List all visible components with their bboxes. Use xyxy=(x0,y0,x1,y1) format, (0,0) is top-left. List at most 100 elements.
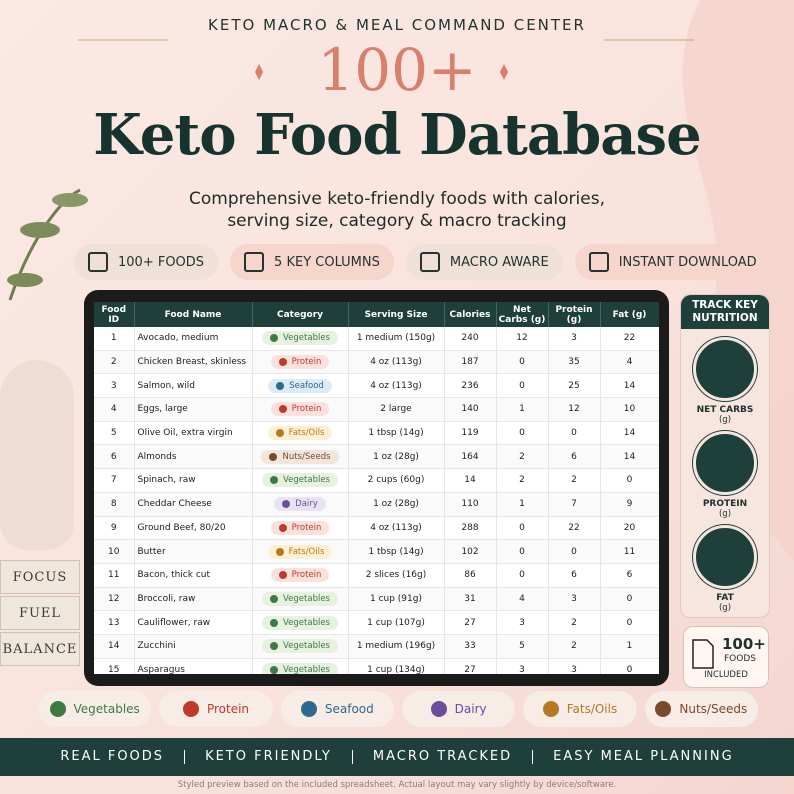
category-text: Protein xyxy=(291,522,322,533)
cell: 0 xyxy=(548,421,601,446)
cell: 3 xyxy=(496,658,549,674)
badge: INSTANT DOWNLOAD xyxy=(574,244,771,280)
cell: Fats/Oils xyxy=(252,421,349,446)
cell: 164 xyxy=(444,444,497,470)
cell: 1 cup (91g) xyxy=(348,587,445,612)
cell: 31 xyxy=(444,587,497,612)
category-pill: Vegetables xyxy=(262,331,338,346)
badge-icon xyxy=(88,252,108,272)
legend-item: Seafood xyxy=(280,691,394,727)
cell: 0 xyxy=(600,587,659,612)
category-pill: Nuts/Seeds xyxy=(261,449,339,464)
cell: 14 xyxy=(600,373,659,399)
legend-item: Vegetables xyxy=(38,691,152,727)
category-pill: Protein xyxy=(270,520,330,535)
cell: 0 xyxy=(496,421,549,446)
badge-icon xyxy=(588,252,609,272)
cell: 119 xyxy=(444,421,497,446)
category-icon xyxy=(278,571,287,580)
legend: Vegetables Protein Seafood Dairy Fats/Oils Nu… xyxy=(38,691,758,727)
category-pill: Vegetables xyxy=(262,639,338,654)
cell: 3 xyxy=(548,327,601,351)
cell: 1 cup (134g) xyxy=(348,658,445,674)
cell: Seafood xyxy=(252,373,349,399)
column-header: Food ID xyxy=(94,302,135,327)
category-pill: Fats/Oils xyxy=(267,544,333,559)
books: FOCUS FUEL BALANCE xyxy=(0,560,80,668)
column-header: Category xyxy=(252,302,349,327)
cell: 15 xyxy=(94,658,135,674)
cell: 0 xyxy=(496,373,549,399)
table-row: 1 Avocado, medium Vegetables 1 medium (150g… xyxy=(94,327,659,351)
cell: Vegetables xyxy=(252,468,349,493)
legend-icon xyxy=(49,701,66,717)
cell: Vegetables xyxy=(252,658,349,674)
table-row: 11 Bacon, thick cut Protein 2 slices (16g) 8… xyxy=(94,563,659,588)
cell: 1 tbsp (14g) xyxy=(348,539,445,564)
table-row: 12 Broccoli, raw Vegetables 1 cup (91g) 31 4 3… xyxy=(94,587,659,612)
banner-item: EASY MEAL PLANNING xyxy=(532,750,754,764)
header-row: Food ID Food Name Category Serving Size Calo… xyxy=(94,302,659,327)
cell: 187 xyxy=(444,350,497,375)
category-text: Protein xyxy=(291,357,322,368)
table-row: 15 Asparagus Vegetables 1 cup (134g) 27 3 3 0 xyxy=(94,658,659,674)
table-row: 3 Salmon, wild Seafood 4 oz (113g) 236 0 25 14 xyxy=(94,373,659,399)
cell: Almonds xyxy=(134,444,253,470)
cell: 35 xyxy=(548,350,601,375)
cell: 1 oz (28g) xyxy=(348,492,445,517)
table-row: 6 Almonds Nuts/Seeds 1 oz (28g) 164 2 6 14 xyxy=(94,444,659,470)
badge-icon xyxy=(244,252,265,272)
cell: 20 xyxy=(600,516,659,541)
nutrient-label: PROTEIN xyxy=(702,499,748,509)
category-text: Vegetables xyxy=(283,475,330,486)
banner: REAL FOODS KETO FRIENDLY MACRO TRACKED EASY… xyxy=(0,738,794,776)
cell: 5 xyxy=(94,421,135,446)
column-header: Food Name xyxy=(134,302,253,327)
nutrient-unit: (g) xyxy=(718,603,732,613)
cell: 86 xyxy=(444,563,497,588)
cell: Protein xyxy=(252,350,349,375)
table-row: 10 Butter Fats/Oils 1 tbsp (14g) 102 0 0 11 xyxy=(94,539,659,564)
cell: Eggs, large xyxy=(134,397,253,422)
legend-item: Dairy xyxy=(401,691,516,727)
cell: 110 xyxy=(444,492,497,517)
category-text: Seafood xyxy=(289,380,324,391)
footnote: Styled preview based on the included spr… xyxy=(177,780,617,790)
cell: 9 xyxy=(94,516,135,541)
nutrient-unit: (g) xyxy=(718,509,732,519)
cell: 6 xyxy=(548,444,601,470)
cell: 4 xyxy=(600,350,659,375)
doc-icon xyxy=(692,639,714,669)
badge: 5 KEY COLUMNS xyxy=(230,244,394,280)
cell: 240 xyxy=(444,327,497,351)
banner-item: REAL FOODS xyxy=(60,749,165,764)
category-text: Fats/Oils xyxy=(288,546,325,557)
category-icon xyxy=(270,642,279,651)
category-text: Vegetables xyxy=(283,617,330,628)
cell: 3 xyxy=(548,658,601,674)
category-icon xyxy=(275,429,284,438)
cell: 3 xyxy=(94,373,135,399)
cell: Protein xyxy=(252,563,349,588)
cell: 7 xyxy=(548,492,601,517)
cell: 4 oz (113g) xyxy=(348,516,445,541)
cell: Cheddar Cheese xyxy=(134,492,253,517)
badge: 100+ FOODS xyxy=(74,244,219,280)
callout: 100+ FOODS INCLUDED xyxy=(683,626,769,688)
cell: Asparagus xyxy=(134,658,253,674)
cell: Vegetables xyxy=(252,327,349,351)
cell: 6 xyxy=(600,563,659,588)
sidebar: TRACK KEY NUTRITION NET CARBS (g) PROTEIN(… xyxy=(680,294,770,618)
cell: 2 xyxy=(548,634,601,659)
category-text: Vegetables xyxy=(283,593,330,604)
category-text: Fats/Oils xyxy=(288,428,325,439)
cell: Salmon, wild xyxy=(134,373,253,399)
cell: Protein xyxy=(252,397,349,422)
badge-text: INSTANT DOWNLOAD xyxy=(618,254,757,270)
cell: 102 xyxy=(444,539,497,564)
legend-icon xyxy=(300,701,317,717)
column-header: Calories xyxy=(444,302,497,327)
cell: 5 xyxy=(496,634,549,659)
food-table: Food ID Food Name Category Serving Size Calo… xyxy=(94,302,659,674)
cell: 6 xyxy=(94,444,135,470)
